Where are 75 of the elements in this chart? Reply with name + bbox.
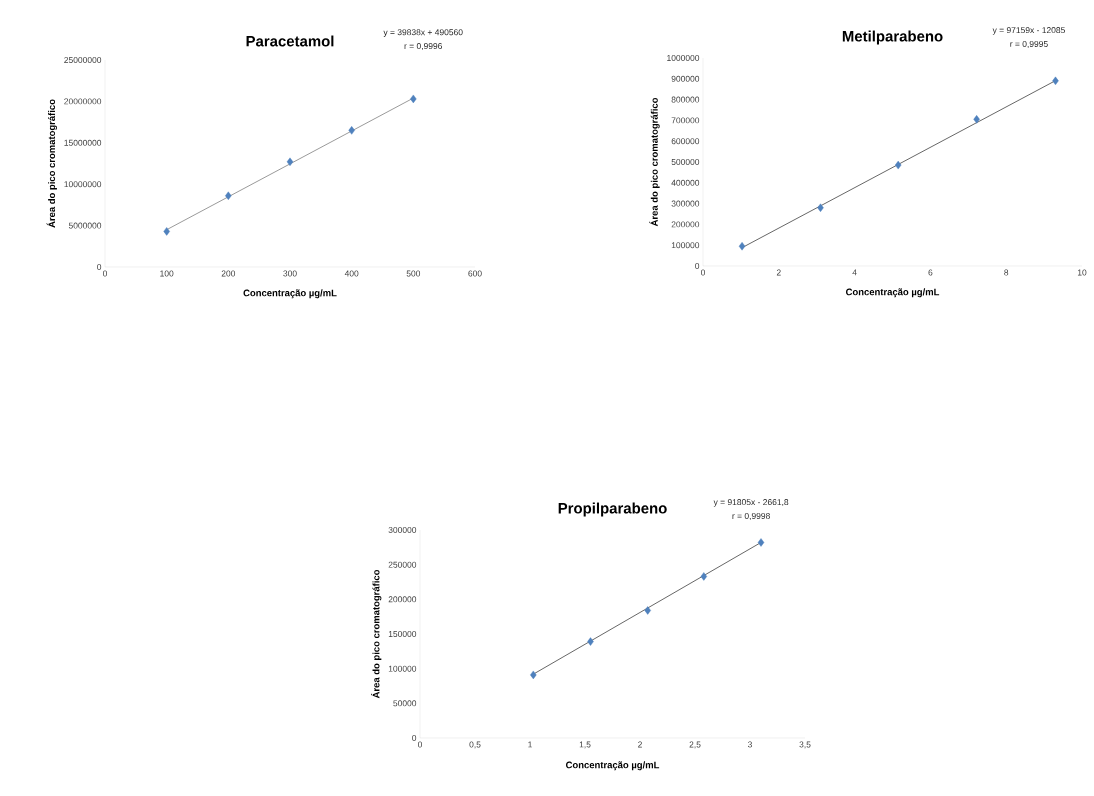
x-axis-title: Concentração µg/mL <box>243 289 337 299</box>
text: r = 0,9998 <box>732 512 770 520</box>
text: y = 97159x - 12085 <box>992 27 1065 35</box>
point <box>700 572 708 581</box>
text: r = 0,9995 <box>1010 40 1048 48</box>
y-tick-label: 5000000 <box>68 222 102 229</box>
x-tick-label: 2 <box>638 741 642 748</box>
y-tick-label: 200000 <box>671 221 700 228</box>
point <box>410 94 417 104</box>
y-tick-label: 900000 <box>671 75 700 82</box>
y-tick-label: 500000 <box>671 158 700 165</box>
x-tick-label: 2,5 <box>689 741 701 749</box>
y-tick-label: 250000 <box>388 561 417 568</box>
x-tick-label: 1,5 <box>579 741 591 749</box>
point <box>530 670 537 680</box>
y-axis-title: Área do pico cromatográfico <box>371 569 382 699</box>
point <box>587 637 594 646</box>
x-tick-label: 0 <box>417 741 423 748</box>
x-tick-label: 200 <box>221 270 236 277</box>
y-tick-label: 600000 <box>671 138 700 145</box>
x-tick-label: 300 <box>283 270 297 277</box>
y-tick-label: 400000 <box>671 179 700 186</box>
x-tick-label: 1 <box>528 741 532 748</box>
point <box>757 538 765 547</box>
chart-title: Propilparabeno <box>558 502 667 517</box>
x-tick-label: 600 <box>468 270 482 277</box>
x-tick-label: 10 <box>1077 269 1087 276</box>
point <box>817 203 824 212</box>
y-tick-label: 25000000 <box>64 56 102 63</box>
x-tick-label: 100 <box>160 270 174 277</box>
y-tick-label: 700000 <box>671 117 700 124</box>
point <box>738 242 746 251</box>
x-tick-label: 4 <box>852 269 857 276</box>
point <box>286 157 294 167</box>
point <box>895 160 902 170</box>
y-tick-label: 100000 <box>388 665 417 672</box>
x-tick-label: 2 <box>776 269 781 276</box>
x-tick-label: 500 <box>406 270 421 277</box>
text: r = 0,9996 <box>404 43 443 51</box>
point <box>163 227 170 236</box>
x-axis-title: Concentração µg/mL <box>846 288 940 298</box>
x-tick-label: 3,5 <box>799 741 811 749</box>
point <box>225 191 232 200</box>
chart-title: Metilparabeno <box>842 30 943 45</box>
x-tick-label: 400 <box>344 270 359 277</box>
y-tick-label: 300000 <box>388 527 417 533</box>
x-tick-label: 3 <box>747 741 752 748</box>
x-tick-label: 0,5 <box>469 741 481 749</box>
text: y = 91805x - 2661,8 <box>713 499 789 507</box>
y-tick-label: 20000000 <box>64 98 102 105</box>
y-axis-title: Área do pico cromatográfico <box>46 99 57 228</box>
y-tick-label: 50000 <box>393 700 417 707</box>
y-tick-label: 15000000 <box>64 139 102 146</box>
x-axis-title: Concentração µg/mL <box>566 761 660 771</box>
chart-title: Paracetamol <box>246 35 334 47</box>
point <box>644 606 651 615</box>
y-tick-label: 150000 <box>388 630 417 637</box>
y-axis-title: Área do pico cromatográfico <box>649 97 660 227</box>
x-tick-label: 0 <box>700 269 706 276</box>
text: y = 39838x + 490560 <box>383 29 463 37</box>
y-tick-label: 200000 <box>388 596 417 603</box>
x-tick-label: 8 <box>1004 269 1009 276</box>
y-tick-label: 0 <box>97 263 102 270</box>
y-tick-label: 800000 <box>671 96 700 103</box>
point <box>1052 76 1059 86</box>
y-tick-label: 300000 <box>671 200 700 207</box>
x-tick-label: 0 <box>102 270 108 277</box>
y-tick-label: 100000 <box>671 242 700 249</box>
y-tick-label: 0 <box>695 262 700 269</box>
y-tick-label: 1000000 <box>667 54 700 61</box>
point <box>973 115 980 124</box>
x-tick-label: 6 <box>928 269 933 276</box>
y-tick-label: 10000000 <box>64 181 102 188</box>
y-tick-label: 0 <box>412 734 417 741</box>
point <box>348 126 355 135</box>
